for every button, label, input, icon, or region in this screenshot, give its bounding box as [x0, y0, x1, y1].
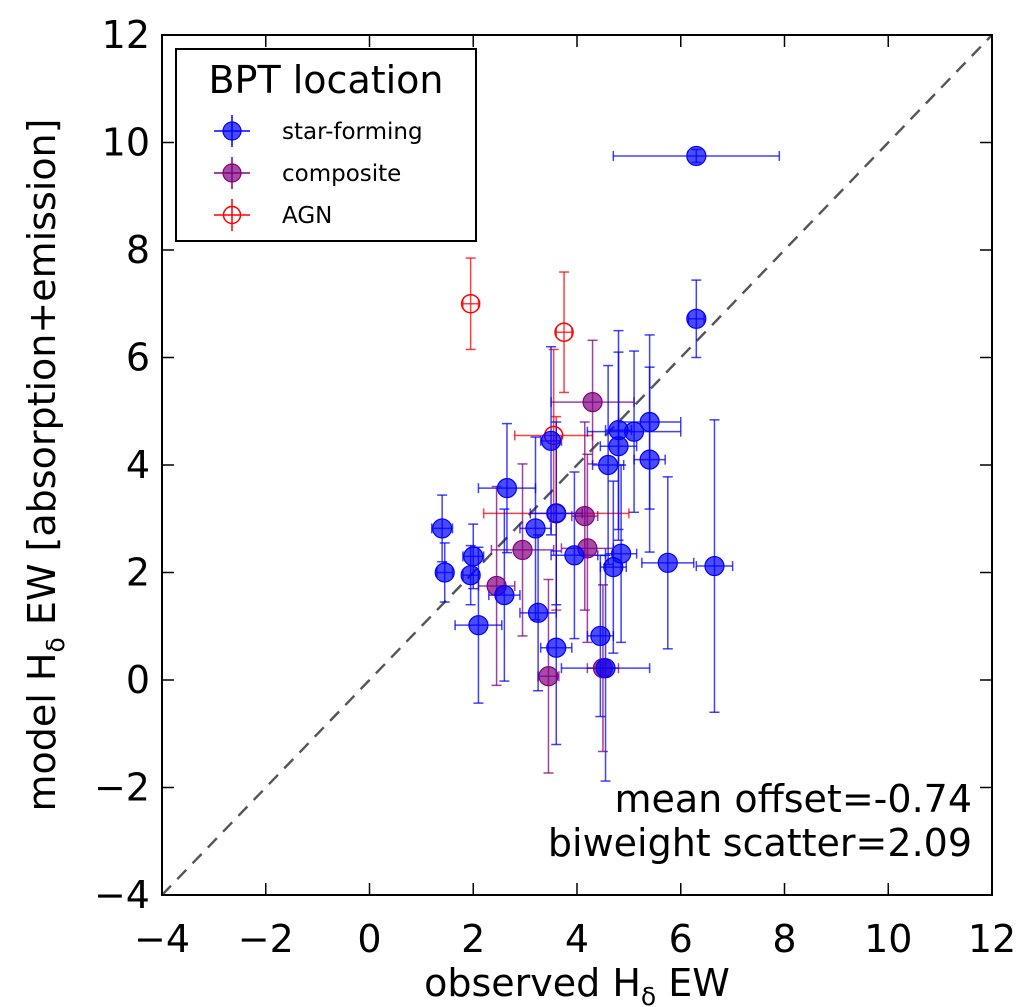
y-tick-label: 6	[126, 336, 150, 380]
x-tick-label: 2	[461, 917, 485, 961]
legend-marker-star-forming	[222, 121, 242, 141]
data-point-composite	[574, 505, 595, 527]
y-tick-label: −4	[94, 873, 150, 917]
annotation-biweight-scatter: biweight scatter=2.09	[548, 821, 972, 865]
data-point-star-forming	[546, 503, 567, 524]
legend-title: BPT location	[208, 58, 443, 102]
y-tick-label: 0	[126, 658, 150, 702]
legend-label-star-forming: star-forming	[282, 119, 423, 145]
data-point-star-forming	[608, 436, 629, 457]
x-tick-label: 4	[565, 917, 589, 961]
x-tick-label: −4	[134, 917, 190, 961]
data-point-star-forming	[639, 411, 660, 433]
y-tick-label: 10	[102, 121, 150, 165]
data-point-agn	[460, 294, 481, 314]
data-point-star-forming	[468, 615, 489, 636]
one-to-one-line	[161, 34, 993, 896]
data-point-star-forming	[590, 625, 611, 647]
data-point-star-forming	[463, 546, 484, 567]
legend-entry-composite: composite	[214, 157, 401, 189]
data-point-star-forming	[460, 565, 481, 586]
data-point-star-forming	[598, 454, 619, 476]
data-point-composite	[512, 539, 533, 561]
data-point-agn	[554, 322, 574, 342]
data-point-star-forming	[527, 602, 549, 623]
data-point-star-forming	[704, 555, 725, 577]
data-point-star-forming	[434, 562, 455, 583]
data-point-star-forming	[686, 308, 707, 329]
data-point-star-forming	[639, 449, 660, 470]
ticks-layer: −4 −2 0 2 4 6 8 10 12 −4 −2 0 2 4 6 8 10 12	[94, 13, 1016, 961]
data-point-star-forming	[657, 552, 678, 573]
y-tick-label: 12	[102, 13, 150, 57]
legend-label-agn: AGN	[282, 203, 332, 229]
data-point-star-forming	[686, 145, 707, 167]
data-point-star-forming	[546, 637, 567, 658]
legend-marker-composite	[222, 163, 242, 183]
data-point-star-forming	[610, 543, 632, 564]
legend-marker-agn	[222, 205, 242, 225]
data-point-star-forming	[595, 658, 616, 679]
x-axis-label: observed Hδ EW	[424, 961, 730, 1007]
y-tick-label: 2	[126, 551, 150, 595]
x-tick-label: 8	[772, 917, 796, 961]
data-point-star-forming	[496, 478, 518, 499]
x-tick-label: 10	[864, 917, 912, 961]
data-point-composite	[582, 392, 603, 413]
data-point-star-forming	[525, 518, 546, 539]
legend-entry-star-forming: star-forming	[214, 115, 423, 147]
legend-label-composite: composite	[282, 161, 401, 187]
y-tick-label: 8	[126, 228, 150, 272]
x-tick-label: −2	[238, 917, 294, 961]
y-tick-label: 4	[126, 443, 150, 487]
markers-layer	[432, 145, 725, 687]
legend-entry-agn: AGN	[214, 199, 332, 231]
data-point-composite	[538, 666, 559, 687]
x-tick-label: 12	[968, 917, 1016, 961]
data-point-star-forming	[564, 545, 585, 566]
data-point-star-forming	[432, 518, 453, 539]
legend: BPT location star-forming composite AGN	[175, 48, 477, 242]
annotation-mean-offset: mean offset=-0.74	[614, 777, 972, 821]
x-tick-label: 0	[357, 917, 381, 961]
data-point-star-forming	[494, 584, 515, 606]
x-tick-label: 6	[669, 917, 693, 961]
y-tick-label: −2	[94, 766, 150, 810]
y-axis-label: model Hδ EW [absorption+emission]	[20, 119, 70, 812]
data-point-star-forming	[540, 430, 562, 451]
data-point-star-forming	[623, 421, 645, 442]
